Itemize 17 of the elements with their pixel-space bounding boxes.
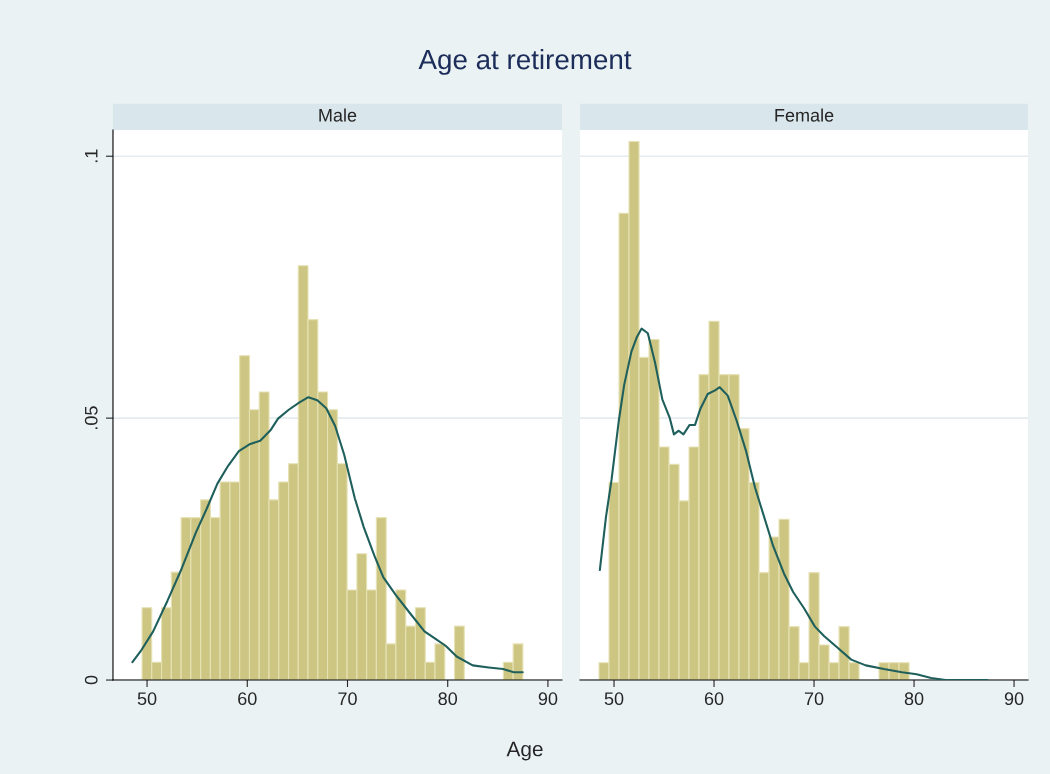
x-tick-label: 50 bbox=[137, 692, 157, 706]
x-tick-label: 50 bbox=[604, 692, 624, 706]
x-tick-label: 60 bbox=[704, 692, 724, 706]
y-tick-label: .1 bbox=[85, 149, 98, 163]
text: Age at retirement bbox=[418, 48, 632, 75]
chart-title: Male bbox=[319, 108, 357, 122]
x-axis-title: Age bbox=[506, 741, 543, 761]
y-tick-label: .05 bbox=[84, 406, 98, 430]
x-tick-label: 80 bbox=[904, 692, 924, 706]
x-tick-label: 80 bbox=[438, 692, 458, 706]
x-tick-label: 70 bbox=[338, 692, 357, 706]
x-tick-label: 90 bbox=[1004, 692, 1024, 706]
x-tick-label: 90 bbox=[538, 692, 558, 706]
y-tick-label: 0 bbox=[84, 675, 98, 685]
x-tick-label: 70 bbox=[804, 692, 824, 706]
chart-title: Female bbox=[775, 108, 834, 122]
x-tick-label: 60 bbox=[238, 692, 257, 706]
